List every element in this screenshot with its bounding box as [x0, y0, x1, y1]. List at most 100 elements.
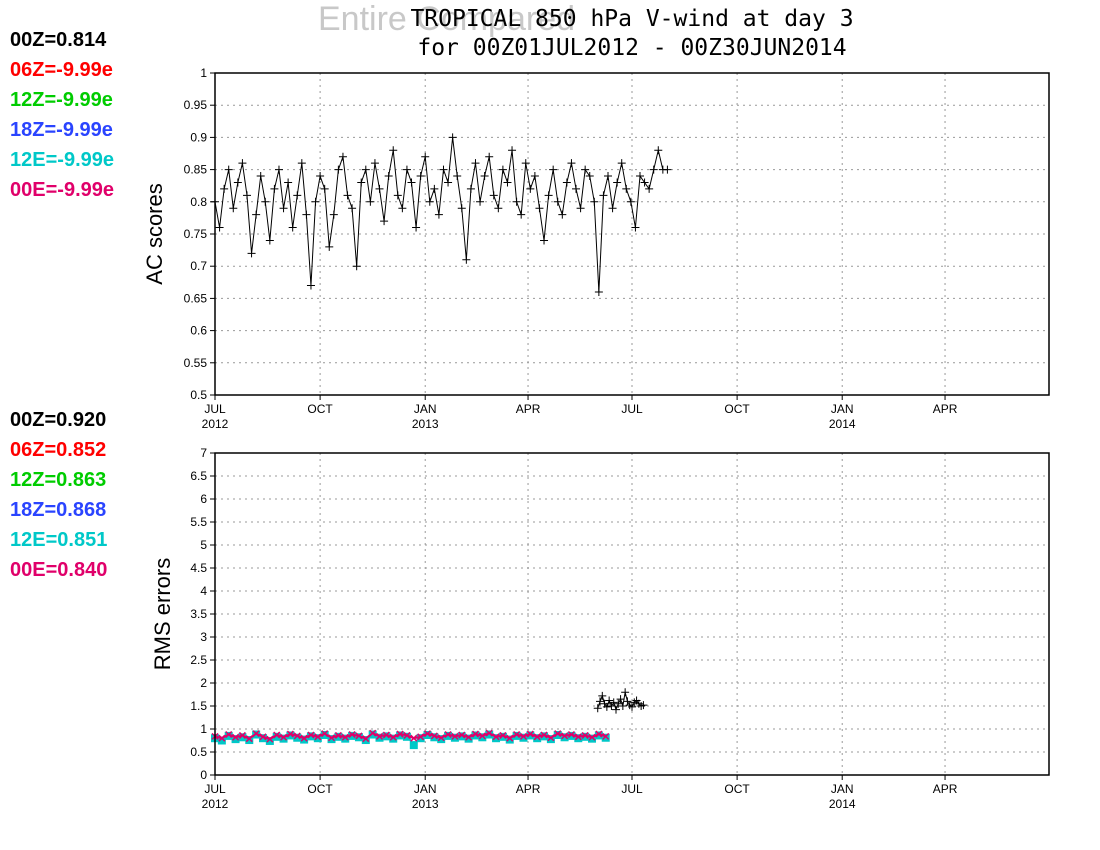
- top-legend-00e: 00E=-9.99e: [10, 179, 114, 201]
- series-00z-point: [466, 184, 475, 193]
- top-legend-12e: 12E=-9.99e: [10, 149, 114, 171]
- series-00z-point: [604, 172, 613, 181]
- series-00z-point: [412, 223, 421, 232]
- bottom-legend-00e-name: 00E: [10, 559, 46, 581]
- series-00e-point: [375, 732, 384, 740]
- series-00e-point: [259, 733, 267, 741]
- top-legend-12z: 12Z=-9.99e: [10, 89, 113, 111]
- bottom-legend-06z-value: 0.852: [56, 439, 106, 461]
- series-00z-point: [598, 691, 607, 700]
- series-00z-point: [325, 242, 334, 251]
- series-00z-point: [540, 236, 549, 245]
- series-00e-point: [526, 730, 534, 738]
- plot-frame: [214, 72, 1050, 396]
- series-00e-point: [588, 733, 596, 741]
- series-00z-point: [252, 210, 261, 219]
- y-tick-label: 1.5: [190, 699, 207, 713]
- y-tick-label: 0.7: [190, 259, 207, 273]
- series-00z-point: [593, 704, 602, 713]
- series-00z-point: [617, 159, 626, 168]
- series-00z-point: [220, 184, 229, 193]
- series-00z-point: [558, 210, 567, 219]
- series-00e-point: [280, 733, 288, 741]
- series-00z-point: [357, 178, 366, 187]
- series-00z-point: [521, 159, 530, 168]
- y-tick-label: 5.5: [190, 515, 207, 529]
- series-00z-point: [535, 204, 544, 213]
- series-00z-point: [297, 159, 306, 168]
- series-00z-point: [645, 184, 654, 193]
- x-tick-label: APR: [933, 782, 958, 796]
- bottom-legend-00z-value: 0.920: [56, 409, 106, 431]
- series-00z-point: [562, 178, 571, 187]
- series-00e-point: [266, 735, 274, 743]
- series-00e-point: [355, 732, 363, 740]
- series-00e-point: [547, 734, 555, 742]
- series-00z-point: [311, 197, 320, 206]
- top-legend-12z-name: 12Z: [10, 89, 44, 111]
- series-00e-line: [214, 731, 607, 741]
- y-tick-label: 0.95: [184, 98, 208, 112]
- series-00z-point: [503, 178, 512, 187]
- y-tick-label: 1: [200, 722, 207, 736]
- ac-scores-panel: 0.50.550.60.650.70.750.80.850.90.951JUL2…: [184, 66, 1050, 431]
- series-00z-point: [444, 178, 453, 187]
- y-tick-label: 3: [200, 630, 207, 644]
- series-00z-point: [640, 178, 649, 187]
- x-tick-label: APR: [516, 402, 541, 416]
- series-00z-point: [430, 184, 439, 193]
- series-00z-point: [316, 172, 325, 181]
- series-00e-point: [403, 731, 411, 739]
- series-00e-point: [567, 730, 575, 739]
- series-00e-point: [458, 731, 466, 739]
- top-legend-06z: 06Z=-9.99e: [10, 59, 113, 81]
- x-tick-year-label: 2014: [829, 417, 856, 431]
- series-00z-point: [416, 172, 425, 181]
- series-00e-point: [293, 732, 301, 740]
- series-00z-line: [214, 137, 668, 292]
- series-00e-point: [499, 731, 507, 739]
- y-tick-label: 4.5: [190, 561, 207, 575]
- series-00z-point: [238, 159, 247, 168]
- series-00z-point: [242, 191, 251, 200]
- series-00z-point: [621, 688, 630, 697]
- series-00e-point: [444, 730, 452, 739]
- top-legend-00e-value: -9.99e: [57, 179, 114, 201]
- series-00e-point: [478, 732, 486, 740]
- series-00z-point: [439, 165, 448, 174]
- top-legend-00z: 00Z=0.814: [10, 29, 107, 51]
- series-00z-point: [389, 146, 398, 155]
- top-legend-12z-value: -9.99e: [56, 89, 113, 111]
- x-tick-label: JUL: [621, 402, 643, 416]
- series-00z-point: [274, 165, 283, 174]
- bottom-legend-18z: 18Z=0.868: [10, 499, 106, 521]
- series-00e-point: [314, 733, 322, 741]
- bottom-legend-00z-name: 00Z: [10, 409, 44, 431]
- series-00e-point: [307, 731, 315, 739]
- top-legend-06z-name: 06Z: [10, 59, 44, 81]
- series-00e-point: [602, 732, 610, 740]
- series-00z-point: [425, 197, 434, 206]
- series-00e-point: [334, 731, 342, 739]
- series-00z-point: [448, 133, 457, 142]
- top-legend-12e-value: -9.99e: [57, 149, 114, 171]
- bottom-legend-12e-value: 0.851: [57, 529, 107, 551]
- series-00z-point: [544, 191, 553, 200]
- series-00e-point: [437, 734, 445, 742]
- series-00z-point: [590, 197, 599, 206]
- y-tick-label: 0.85: [184, 163, 208, 177]
- series-00z-point: [618, 702, 627, 710]
- series-00z-point: [612, 705, 621, 714]
- series-00z-point: [622, 184, 631, 193]
- series-00z-point: [215, 223, 224, 232]
- y-tick-label: 4: [200, 584, 207, 598]
- series-00z-point: [284, 178, 293, 187]
- series-00e-point: [465, 733, 473, 741]
- series-00z-point: [616, 695, 625, 704]
- top-legend-18z: 18Z=-9.99e: [10, 119, 113, 141]
- series-00z-point: [265, 236, 274, 245]
- series-00e-point: [471, 730, 480, 738]
- series-00z-point: [498, 165, 507, 174]
- series-00e-point: [225, 730, 233, 739]
